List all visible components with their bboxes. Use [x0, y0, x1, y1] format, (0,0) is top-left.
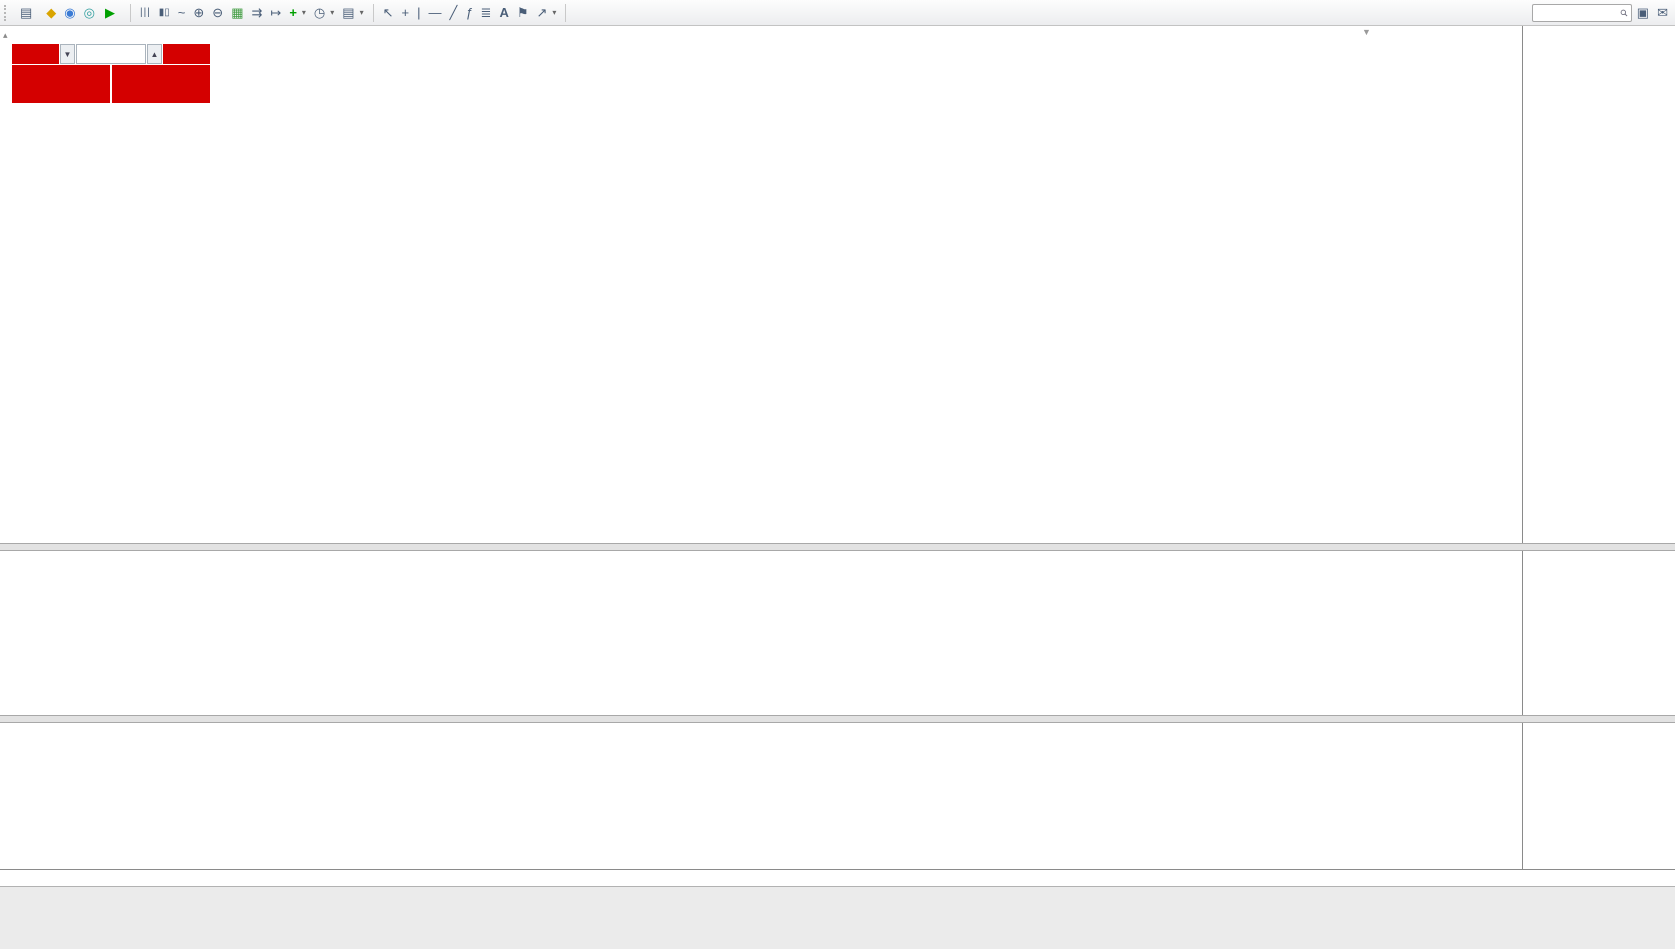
fibonacci-icon: ƒ — [465, 5, 473, 20]
text-icon: A — [499, 5, 509, 20]
macd-panel-canvas[interactable] — [0, 551, 1522, 715]
toolbar-separator — [372, 3, 374, 22]
indicators-icon: + — [289, 5, 297, 20]
volume-input[interactable] — [76, 44, 146, 64]
toolbar-grip[interactable] — [4, 4, 10, 21]
horizontal-line-icon: — — [428, 5, 442, 20]
chart-title — [14, 30, 22, 42]
auto-scroll-icon: ⇉ — [251, 5, 263, 20]
crosshair-button[interactable]: + — [399, 3, 413, 23]
trendline-icon: ╱ — [449, 5, 458, 20]
dropdown-caret-icon: ▾ — [301, 8, 306, 17]
one-click-collapse-arrow[interactable]: ▴ — [3, 30, 8, 40]
support-button[interactable]: ◎ — [81, 3, 98, 23]
grid-icon: ▦ — [231, 5, 244, 20]
chart-shift-button[interactable]: ↦ — [267, 3, 284, 23]
flag-icon: ⚑ — [516, 5, 529, 20]
panels-icon: ▣ — [1636, 5, 1650, 20]
bar-chart-button[interactable]: ||| — [137, 3, 154, 23]
crosshair-icon: + — [401, 5, 410, 20]
zoom-in-button[interactable]: ⊕ — [190, 3, 207, 23]
search-icon — [1620, 9, 1628, 16]
macd-label — [6, 555, 18, 567]
support-icon: ◎ — [83, 5, 95, 20]
rsi-splitter[interactable] — [0, 715, 1675, 723]
new-order-button[interactable]: ▤ — [15, 3, 41, 23]
main-toolbar: ▤ ◆ ◉ ◎ ▶ ||| ▮▯ ~ ⊕ ⊖ ▦ ⇉ ↦ + ▾ ◷ ▾ ▤ ▾ ↖ … — [0, 0, 1675, 26]
community-icon: ◉ — [64, 5, 76, 20]
dropdown-caret-icon: ▾ — [359, 8, 364, 17]
zoom-out-icon: ⊖ — [212, 5, 224, 20]
chart-shift-marker[interactable]: ▼ — [1362, 27, 1371, 37]
autotrading-button[interactable]: ▶ — [100, 3, 124, 23]
message-button[interactable]: ✉ — [1654, 3, 1671, 23]
periods-button[interactable]: ◷ ▾ — [311, 3, 337, 23]
cursor-icon: ↖ — [382, 5, 394, 20]
label-button[interactable]: ⚑ — [514, 3, 532, 23]
toolbar-separator — [565, 3, 567, 22]
text-button[interactable]: A — [496, 3, 511, 23]
community-button[interactable]: ◉ — [61, 3, 78, 23]
dropdown-caret-icon: ▾ — [552, 8, 557, 17]
templates-button[interactable]: ▤ ▾ — [339, 3, 366, 23]
volume-decrease-button[interactable]: ▼ — [60, 44, 75, 64]
volume-increase-button[interactable]: ▲ — [147, 44, 162, 64]
levels-icon: ≣ — [480, 5, 492, 20]
panels-button[interactable]: ▣ — [1634, 3, 1652, 23]
vertical-line-icon: | — [417, 5, 421, 20]
horizontal-line-button[interactable]: — — [425, 3, 444, 23]
fibonacci-button[interactable]: ƒ — [462, 3, 475, 23]
toolbar-separator — [129, 3, 131, 22]
bar-chart-icon: ||| — [139, 6, 151, 18]
one-click-trading-panel: ▼ ▲ — [12, 44, 210, 103]
auto-scroll-button[interactable]: ⇉ — [249, 3, 266, 23]
chart-shift-icon: ↦ — [270, 5, 282, 20]
zoom-out-button[interactable]: ⊖ — [209, 3, 226, 23]
status-bar-area — [0, 886, 1675, 949]
macd-splitter[interactable] — [0, 543, 1675, 551]
sell-button[interactable] — [12, 44, 59, 64]
line-chart-icon: ~ — [177, 5, 186, 20]
dropdown-caret-icon: ▾ — [330, 8, 335, 17]
new-order-icon: ▤ — [20, 5, 33, 20]
metaeditor-icon: ◆ — [46, 5, 57, 20]
zoom-in-icon: ⊕ — [193, 5, 205, 20]
time-axis[interactable] — [0, 869, 1675, 886]
price-axis[interactable] — [1522, 26, 1675, 869]
levels-button[interactable]: ≣ — [478, 3, 495, 23]
cursor-button[interactable]: ↖ — [380, 3, 397, 23]
search-input[interactable] — [1535, 5, 1620, 20]
buy-button[interactable] — [163, 44, 210, 64]
candlestick-icon: ▮▯ — [158, 6, 170, 18]
search-box — [1531, 3, 1632, 22]
metaeditor-button[interactable]: ◆ — [43, 3, 59, 23]
sell-price-button[interactable] — [12, 65, 110, 103]
line-chart-button[interactable]: ~ — [175, 3, 189, 23]
main-chart-canvas[interactable] — [0, 26, 1522, 543]
arrows-button[interactable]: ↗ ▾ — [534, 3, 560, 23]
message-icon: ✉ — [1657, 5, 1668, 20]
vertical-line-button[interactable]: | — [414, 3, 423, 23]
indicators-button[interactable]: + ▾ — [286, 3, 309, 23]
clock-icon: ◷ — [313, 5, 326, 20]
autotrading-play-icon: ▶ — [104, 5, 115, 20]
rsi-panel-canvas[interactable] — [0, 723, 1522, 869]
rsi-label — [6, 727, 12, 739]
buy-price-button[interactable] — [112, 65, 210, 103]
template-icon: ▤ — [342, 5, 355, 20]
trendline-button[interactable]: ╱ — [446, 3, 460, 23]
arrow-icon: ↗ — [536, 5, 548, 20]
candlestick-chart-button[interactable]: ▮▯ — [156, 3, 173, 23]
grid-button[interactable]: ▦ — [228, 3, 246, 23]
